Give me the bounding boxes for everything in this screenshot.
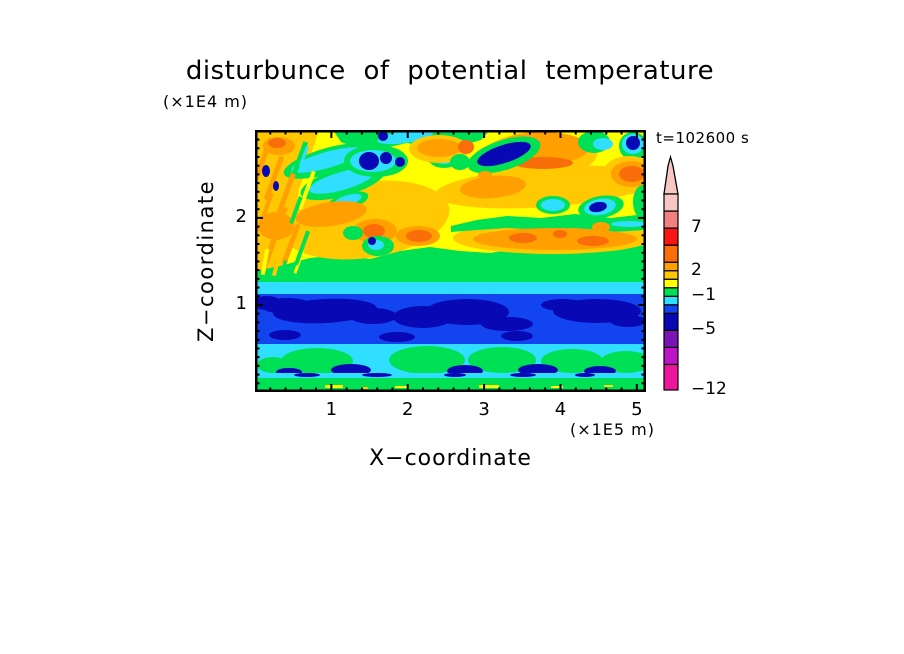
- colorbar-label: −1: [691, 285, 717, 306]
- contour-plot: 1 2 3 4 5 1 2: [236, 130, 646, 420]
- time-label: t=102600 s: [656, 129, 750, 147]
- y-axis-unit-label: (×1E4 m): [163, 92, 249, 111]
- colorbar-scale: [663, 154, 679, 391]
- y-tick-label: 2: [235, 205, 247, 227]
- x-axis-unit-label: (×1E5 m): [569, 420, 655, 439]
- colorbar: −12 −5 −1 2 7: [655, 152, 727, 399]
- x-tick-label: 3: [478, 399, 490, 420]
- x-tick-label: 2: [402, 399, 414, 420]
- contour-field: [255, 130, 646, 392]
- colorbar-label: 2: [691, 259, 702, 280]
- x-tick-label: 5: [631, 399, 643, 420]
- colorbar-label: −12: [691, 379, 727, 399]
- x-axis-title: X−coordinate: [369, 446, 532, 471]
- x-tick-label: 1: [325, 399, 338, 420]
- page-title: disturbunce of potential temperature: [185, 56, 715, 86]
- y-tick-label: 1: [235, 292, 247, 314]
- colorbar-label: −5: [691, 319, 717, 340]
- x-tick-label: 4: [554, 399, 567, 420]
- colorbar-label: 7: [691, 217, 702, 238]
- y-axis-title: Z−coordinate: [194, 180, 218, 342]
